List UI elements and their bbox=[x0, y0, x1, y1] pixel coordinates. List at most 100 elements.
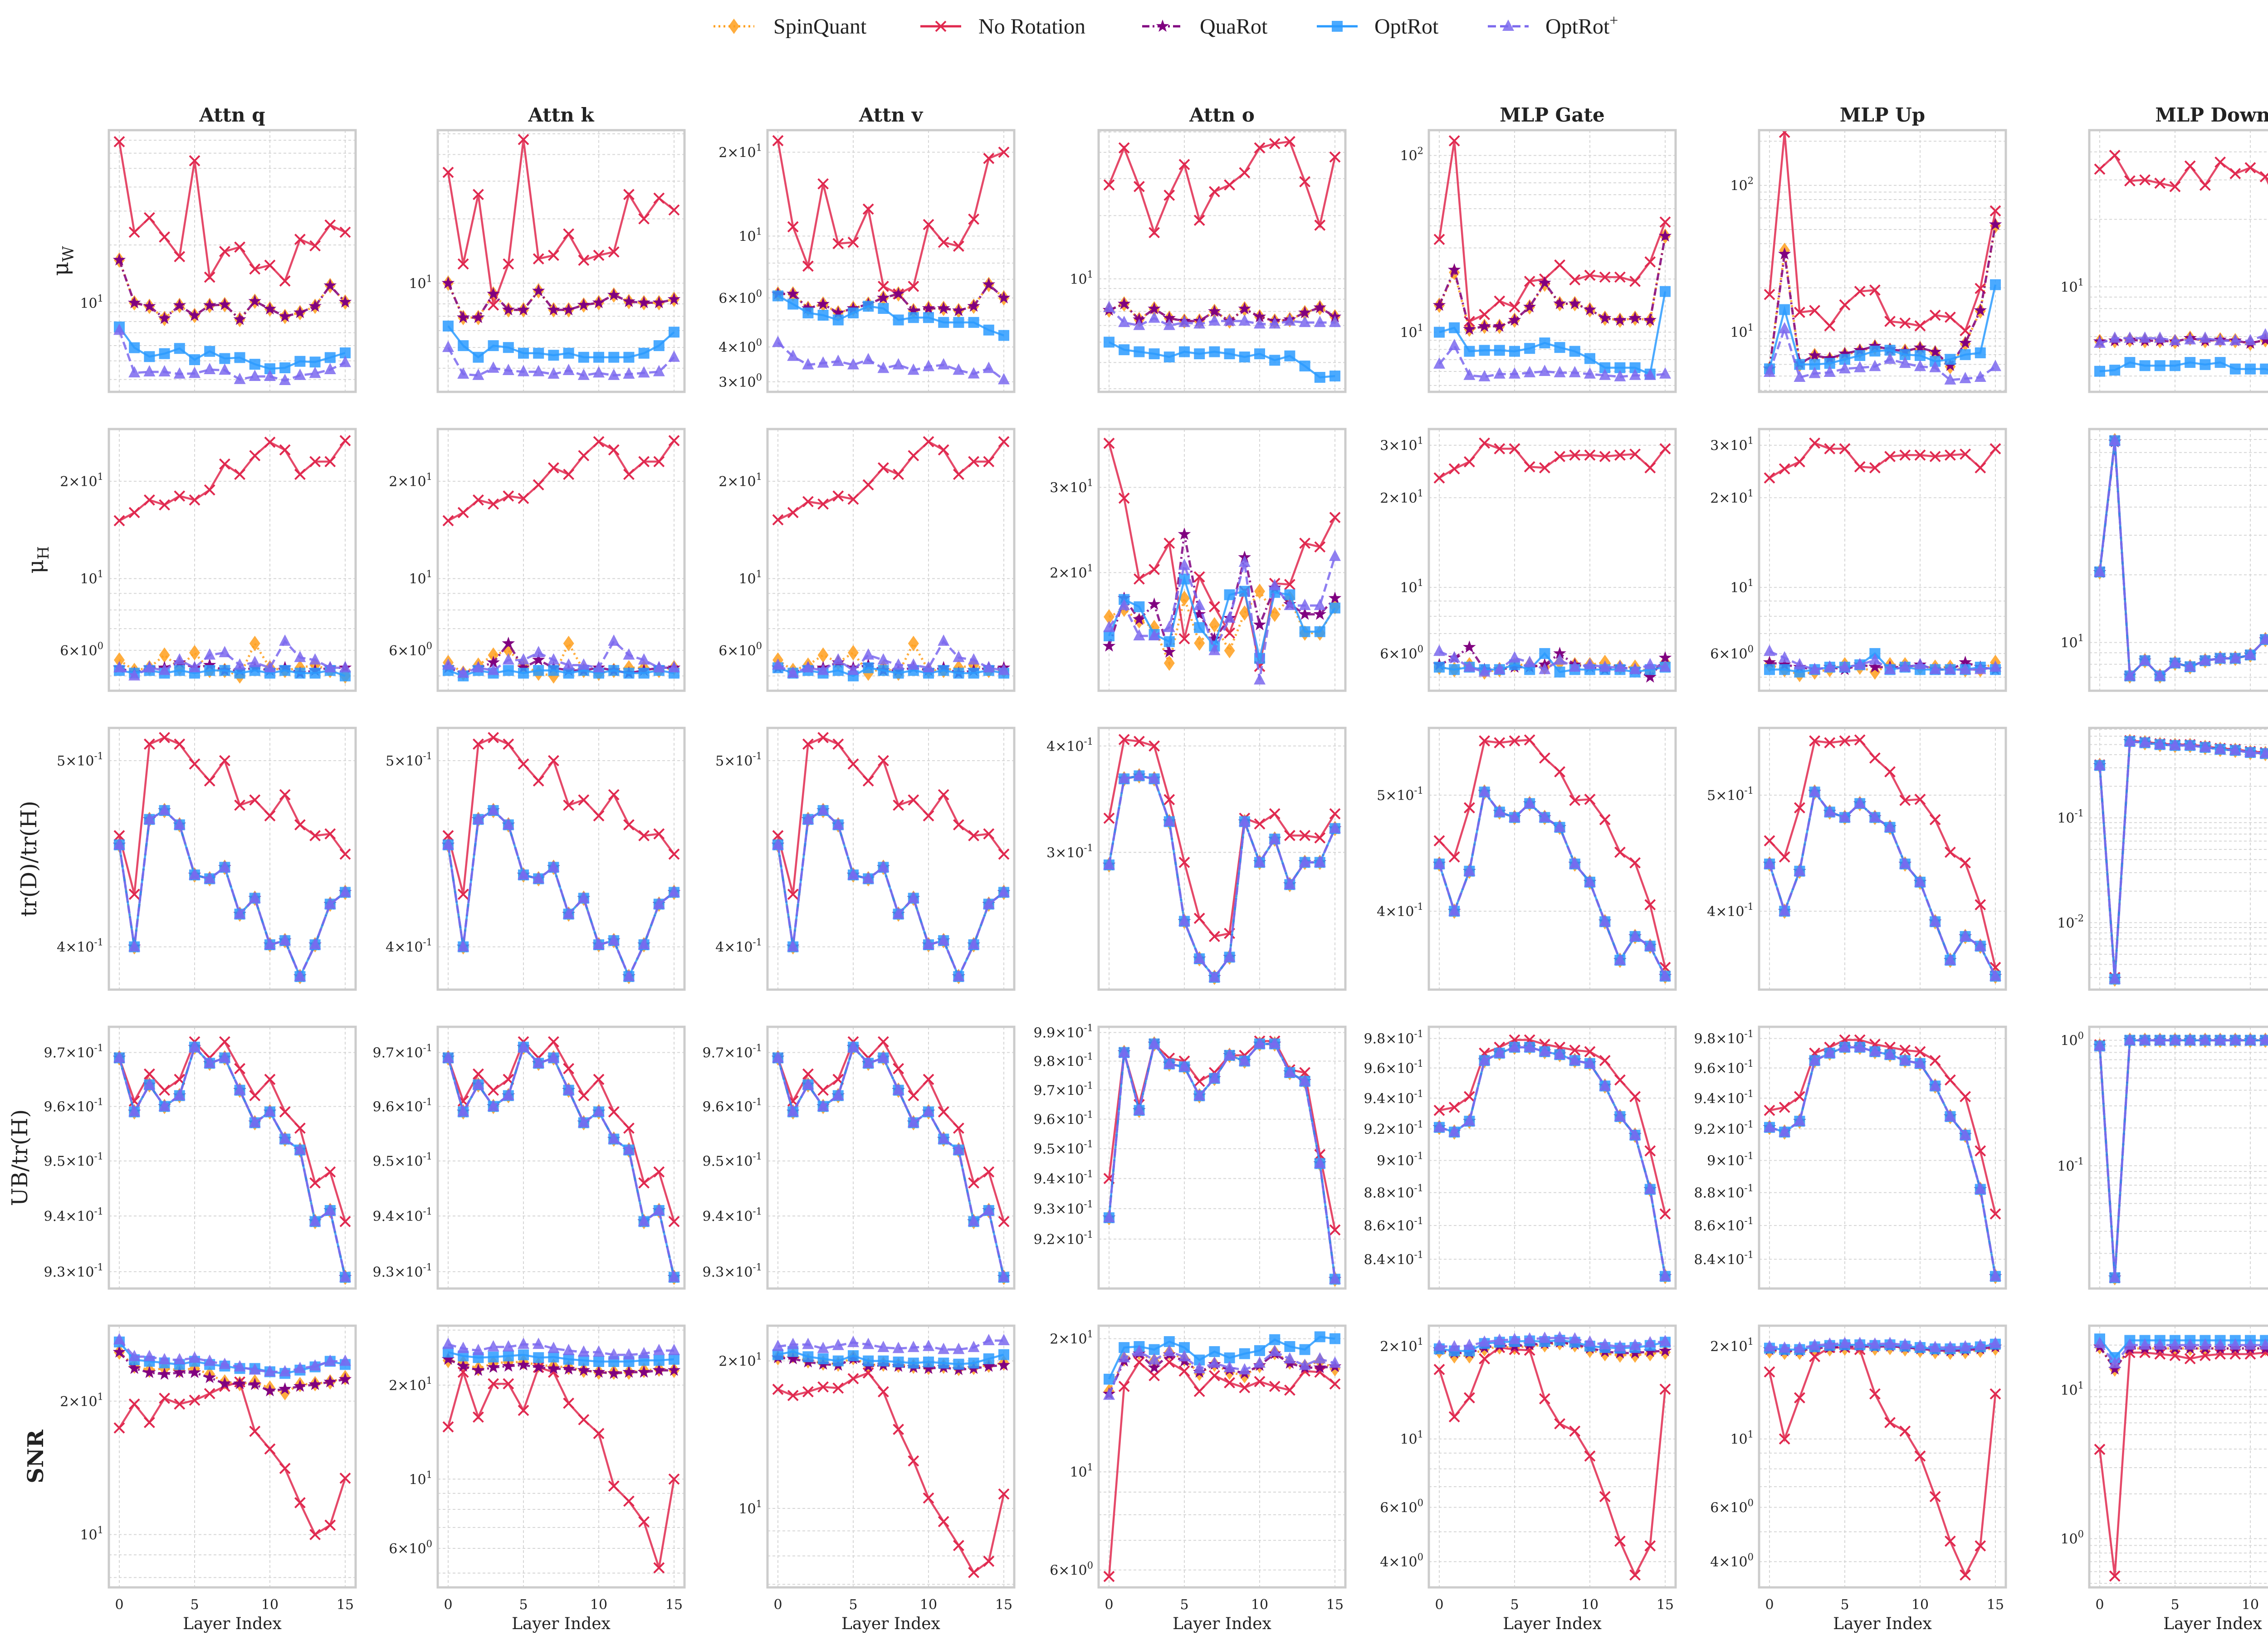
data-point-no-rotation bbox=[802, 260, 814, 272]
series-line-optrot-plus bbox=[1108, 1041, 1336, 1279]
data-point-optrot bbox=[503, 342, 514, 353]
series-line-no-rotation bbox=[118, 1040, 347, 1222]
data-point-optrot-plus bbox=[2094, 1337, 2106, 1348]
data-point-optrot-plus bbox=[2169, 334, 2181, 346]
data-point-quarot bbox=[831, 306, 845, 319]
data-point-no-rotation bbox=[1989, 205, 2001, 217]
data-point-optrot-plus bbox=[113, 661, 125, 673]
y-tick-label: 9.9×10-1 bbox=[1034, 1023, 1094, 1041]
data-point-optrot bbox=[458, 1350, 469, 1362]
data-point-optrot-plus bbox=[1629, 1128, 1641, 1140]
data-point-no-rotation bbox=[174, 1398, 186, 1410]
series-layer bbox=[441, 1036, 681, 1285]
tick-exponent: -1 bbox=[1745, 1249, 1754, 1260]
data-point-optrot-plus bbox=[832, 653, 844, 665]
series-optrot-plus bbox=[2094, 434, 2268, 681]
legend-item-optrot-plus[interactable]: OptRot+ bbox=[1488, 12, 1618, 39]
data-point-no-rotation bbox=[923, 810, 934, 822]
data-point-optrot bbox=[1269, 1334, 1281, 1345]
legend-item-optrot[interactable]: OptRot bbox=[1317, 15, 1439, 39]
series-optrot-plus bbox=[442, 804, 680, 981]
series-line-optrot-plus bbox=[2098, 1039, 2268, 1278]
data-point-no-rotation bbox=[772, 1383, 784, 1395]
tick-base: 10 bbox=[2060, 1531, 2077, 1547]
data-point-optrot-plus bbox=[638, 938, 650, 950]
series-line-optrot-plus bbox=[1769, 1342, 1996, 1349]
data-point-no-rotation bbox=[1599, 271, 1611, 283]
data-point-no-rotation bbox=[1239, 167, 1251, 179]
data-point-quarot bbox=[1553, 297, 1566, 309]
x-tick-label: 10 bbox=[1251, 1597, 1268, 1613]
series-layer bbox=[112, 435, 352, 684]
y-tick-label: 100 bbox=[2060, 1528, 2084, 1547]
data-point-optrot-plus bbox=[2124, 669, 2136, 681]
data-point-optrot-plus bbox=[1208, 314, 1221, 326]
tick-exponent: -1 bbox=[1745, 1088, 1754, 1099]
data-point-optrot-plus bbox=[1524, 655, 1536, 667]
legend-item-quarot[interactable]: QuaRot bbox=[1142, 15, 1268, 39]
series-line-optrot-plus bbox=[1438, 343, 1666, 378]
tick-exponent: -1 bbox=[423, 1043, 432, 1054]
data-point-optrot bbox=[458, 340, 469, 351]
data-point-quarot bbox=[1583, 303, 1597, 316]
data-point-optrot bbox=[234, 352, 245, 363]
data-point-optrot-plus bbox=[2139, 1033, 2151, 1045]
data-point-quarot bbox=[1253, 310, 1266, 322]
data-point-quarot bbox=[637, 1365, 650, 1378]
data-point-optrot-plus bbox=[1854, 1337, 1866, 1348]
tick-exponent: 0 bbox=[756, 372, 762, 383]
y-tick-label: 4×100 bbox=[719, 337, 762, 356]
data-point-optrot-plus bbox=[968, 653, 980, 665]
legend-item-spinquant[interactable]: SpinQuant bbox=[714, 15, 867, 39]
data-point-optrot-plus bbox=[1448, 1125, 1461, 1137]
data-point-quarot bbox=[1778, 247, 1791, 260]
data-point-optrot-plus bbox=[787, 349, 799, 361]
tick-base: 9.6×10 bbox=[44, 1099, 94, 1115]
y-tick-label: 101 bbox=[1070, 269, 1093, 288]
data-point-optrot-plus bbox=[189, 868, 200, 880]
data-point-optrot bbox=[2139, 360, 2151, 371]
tick-base: 9.6×10 bbox=[1364, 1061, 1414, 1077]
data-point-no-rotation bbox=[339, 1215, 351, 1227]
data-point-quarot bbox=[188, 308, 201, 321]
data-point-no-rotation bbox=[578, 1090, 590, 1102]
data-point-optrot bbox=[324, 352, 336, 363]
data-point-no-rotation bbox=[2124, 175, 2136, 187]
data-point-no-rotation bbox=[1208, 601, 1220, 613]
data-point-optrot-plus bbox=[1599, 1079, 1611, 1091]
data-point-optrot-plus bbox=[1524, 1332, 1536, 1344]
data-point-optrot-plus bbox=[1493, 1046, 1505, 1058]
data-point-optrot-plus bbox=[1959, 663, 1971, 674]
data-point-optrot-plus bbox=[1959, 371, 1971, 383]
series-optrot bbox=[1434, 286, 1671, 380]
data-point-no-rotation bbox=[1569, 1425, 1581, 1437]
tick-base: 9.3×10 bbox=[373, 1264, 423, 1280]
data-point-no-rotation bbox=[1433, 1364, 1445, 1375]
data-point-optrot bbox=[1569, 346, 1580, 357]
y-tick-label: 2×101 bbox=[1710, 1336, 1754, 1355]
data-point-quarot bbox=[293, 306, 307, 318]
data-point-no-rotation bbox=[1193, 571, 1205, 583]
data-point-no-rotation bbox=[1329, 151, 1341, 163]
data-point-optrot-plus bbox=[2259, 1338, 2268, 1350]
data-point-optrot-plus bbox=[2124, 1338, 2136, 1350]
y-tick-label: 101 bbox=[1730, 577, 1754, 596]
data-point-no-rotation bbox=[279, 275, 291, 287]
y-tick-label: 10-1 bbox=[2057, 808, 2084, 826]
data-point-optrot-plus bbox=[533, 365, 545, 376]
data-point-no-rotation bbox=[219, 755, 230, 766]
series-optrot-plus bbox=[1764, 1040, 2001, 1281]
y-tick-label: 3×101 bbox=[1050, 478, 1093, 496]
data-point-optrot-plus bbox=[533, 1337, 545, 1349]
data-point-quarot bbox=[1959, 655, 1972, 668]
data-point-optrot-plus bbox=[1254, 1037, 1266, 1049]
legend-item-no-rotation[interactable]: No Rotation bbox=[920, 15, 1085, 39]
series-layer bbox=[2093, 150, 2268, 377]
data-point-no-rotation bbox=[1163, 794, 1175, 805]
x-axis-label: Layer Index bbox=[512, 1615, 611, 1633]
data-point-optrot bbox=[174, 665, 185, 676]
series-layer bbox=[441, 435, 681, 684]
series-line-quarot bbox=[448, 641, 674, 674]
data-point-no-rotation bbox=[1133, 1356, 1145, 1368]
data-point-optrot-plus bbox=[1238, 1054, 1251, 1066]
